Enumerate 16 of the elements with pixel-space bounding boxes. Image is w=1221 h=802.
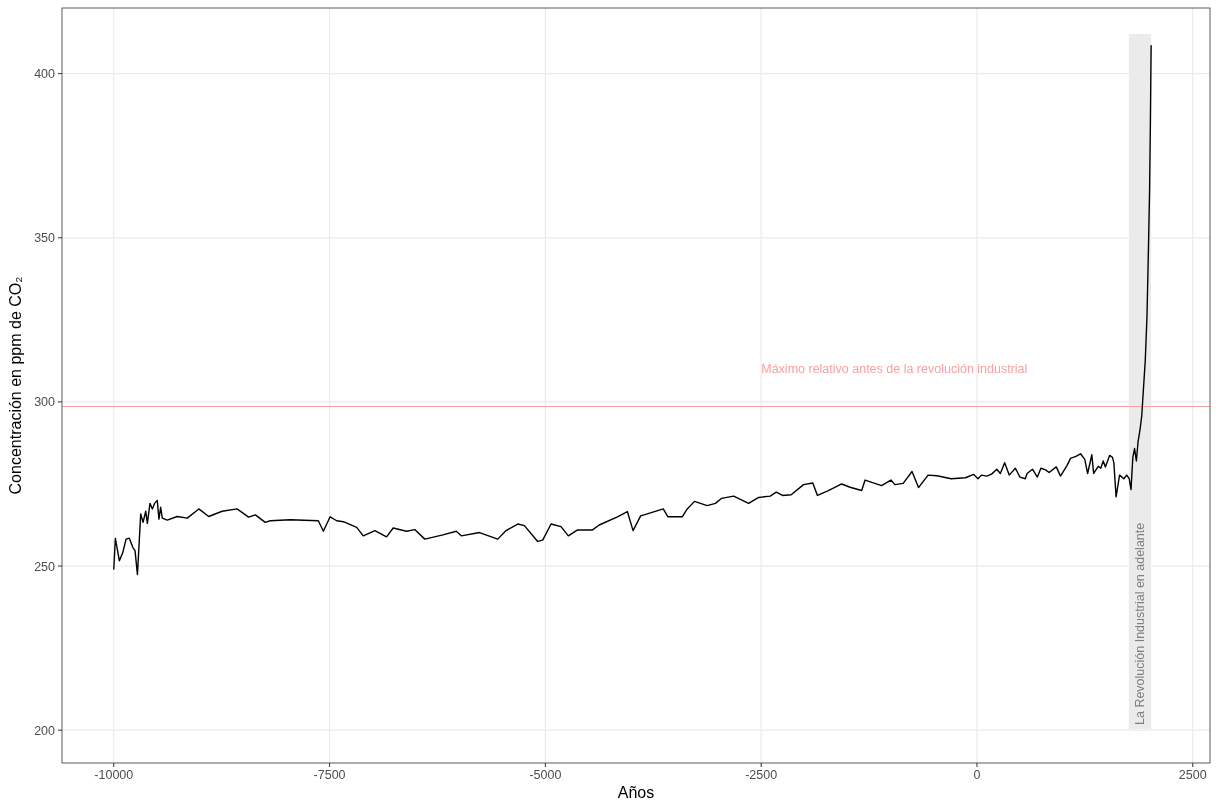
y-tick-label: 350: [34, 231, 56, 246]
x-tick-label: -10000: [94, 768, 134, 782]
band-label: La Revolución Industrial en adelante: [1133, 522, 1147, 725]
x-tick-label: -7500: [313, 768, 346, 782]
x-tick-label: -5000: [529, 768, 562, 782]
y-tick-label: 300: [34, 395, 56, 410]
y-tick-label: 250: [34, 559, 56, 574]
y-axis-title: Concentración en ppm de CO₂: [7, 276, 24, 495]
ref-line-label: Máximo relativo antes de la revolución industrial: [761, 361, 1028, 376]
y-tick-label: 200: [34, 723, 56, 738]
x-tick-label: 2500: [1178, 768, 1207, 782]
y-tick-label: 400: [34, 67, 56, 82]
x-tick-label: -2500: [745, 768, 778, 782]
line-series: [113, 45, 1152, 576]
x-axis-title: Años: [617, 784, 655, 801]
x-tick-label: 0: [973, 768, 981, 782]
